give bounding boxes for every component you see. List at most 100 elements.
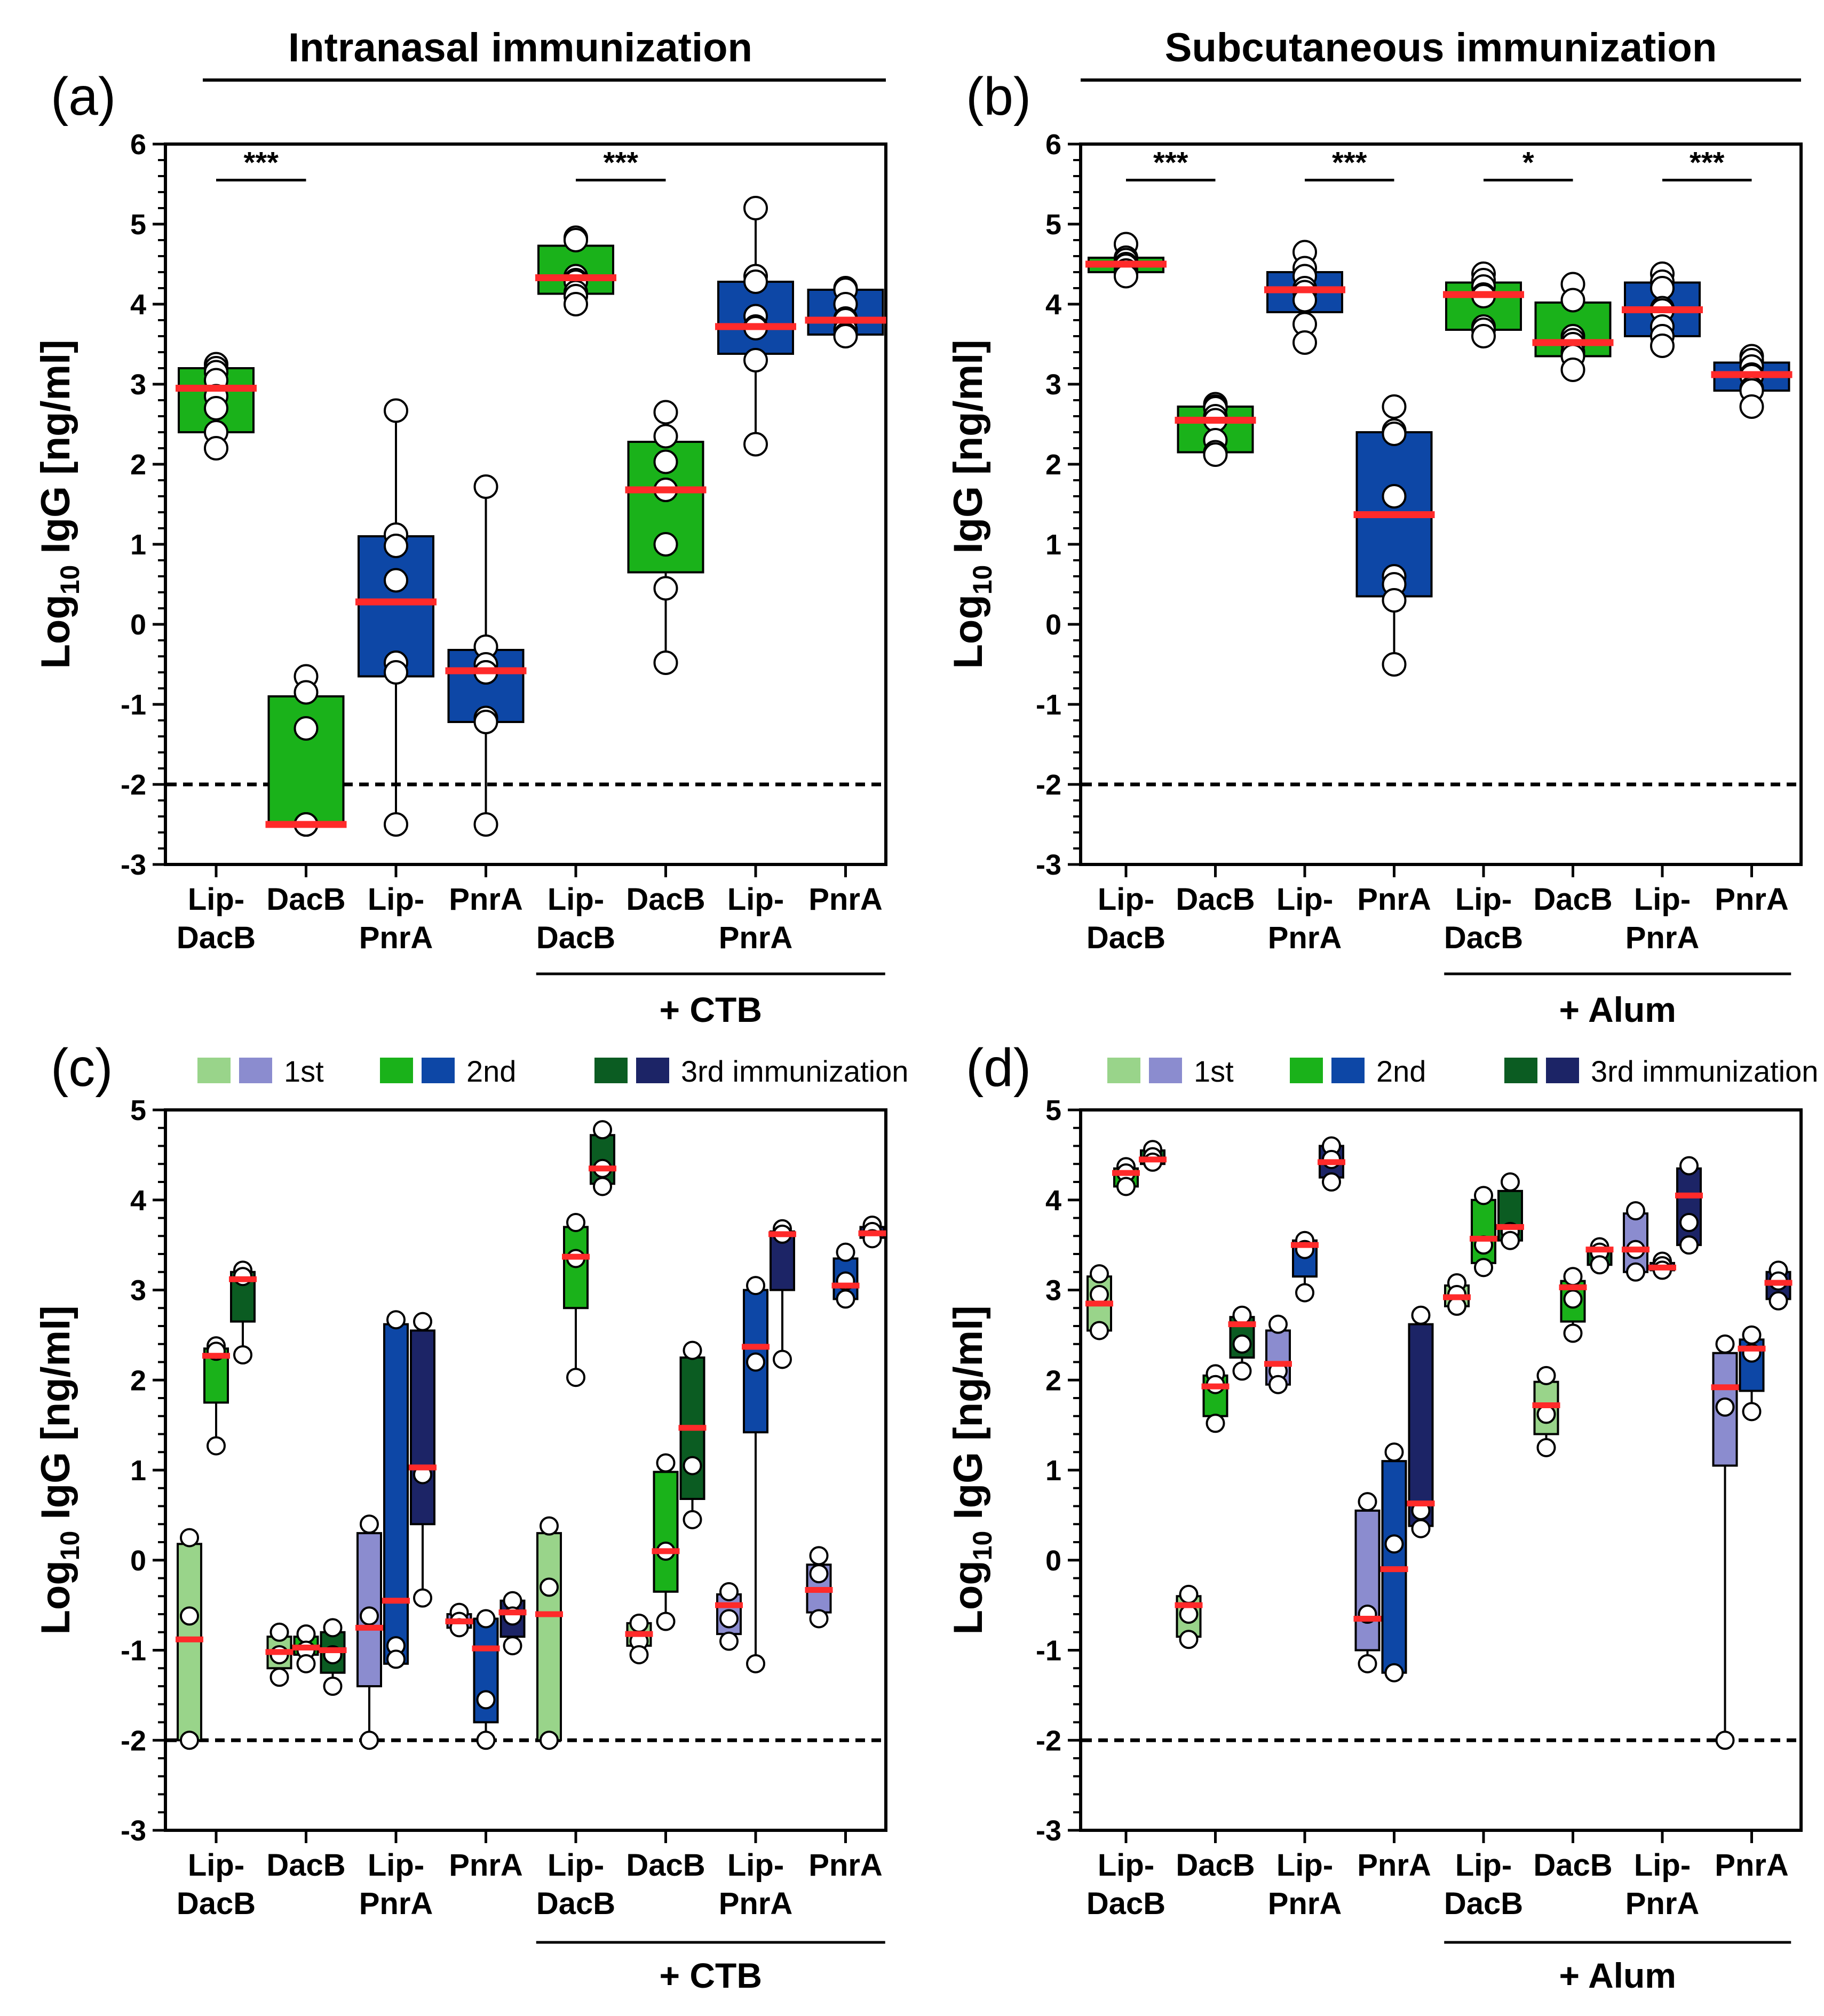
legend-swatch [1546, 1058, 1579, 1083]
data-point [1536, 1438, 1556, 1457]
box-group [176, 1528, 203, 1750]
y-tick-label: 5 [1045, 1094, 1061, 1126]
data-point [1384, 1534, 1404, 1554]
box-group [382, 1310, 410, 1669]
y-tick-label: 4 [130, 289, 146, 321]
data-point [1626, 1201, 1645, 1220]
box-group [1085, 1264, 1113, 1340]
box-body [1676, 1167, 1702, 1247]
box-group [1228, 1305, 1256, 1381]
group-bracket-label: + CTB [659, 990, 762, 1029]
legend-swatch [1331, 1058, 1365, 1083]
box-group [1112, 1157, 1140, 1196]
y-axis-label-units: IgG [ng/ml] [33, 1305, 78, 1530]
significance-label: *** [1690, 146, 1725, 179]
box-group [1738, 1325, 1766, 1422]
box-group [1264, 1314, 1292, 1394]
x-category-label: DacB [177, 1886, 256, 1921]
data-point [656, 1453, 676, 1473]
y-tick-label: 5 [130, 1094, 146, 1126]
y-tick-label: 2 [130, 1364, 146, 1396]
box-group [858, 1216, 886, 1249]
header-subcutaneous: Subcutaneous immunization [1165, 25, 1717, 70]
data-point [540, 1731, 559, 1750]
box-group [1139, 1140, 1167, 1172]
y-tick-label: -1 [121, 689, 146, 721]
legend-swatch [380, 1058, 413, 1083]
box-group [1496, 1172, 1524, 1250]
y-axis-label: Log10 IgG [ng/ml] [33, 339, 85, 669]
data-point [1232, 1305, 1252, 1325]
box-group [1585, 1237, 1614, 1275]
legend-swatch [239, 1058, 272, 1083]
y-axis-label: Log10 IgG [ng/ml] [946, 339, 997, 669]
data-point [1114, 264, 1138, 289]
box-group [498, 1591, 527, 1656]
data-point [476, 1609, 496, 1629]
x-category-label: Lip- [368, 882, 424, 917]
x-category-label: DacB [1087, 1886, 1165, 1921]
x-category-label: PnrA [359, 1886, 433, 1921]
box-group [1175, 1584, 1203, 1649]
data-point [180, 1731, 199, 1750]
y-axis-label: Log10 IgG [ng/ml] [946, 1305, 997, 1634]
legend-label: 1st [1194, 1054, 1234, 1088]
data-point [1411, 1519, 1431, 1538]
x-category-label: Lip- [727, 1848, 784, 1883]
x-category-label: PnrA [359, 920, 433, 955]
data-point [1679, 1235, 1699, 1255]
x-category-label: Lip- [1276, 882, 1333, 917]
data-point [746, 1654, 765, 1673]
plot-frame [1079, 142, 1803, 866]
y-tick-label: -1 [1036, 1635, 1061, 1667]
box-group [535, 1516, 563, 1750]
y-tick-label: 2 [1045, 449, 1061, 481]
data-point [204, 436, 228, 461]
box-group [1648, 1251, 1676, 1280]
x-category-label: Lip- [548, 1848, 604, 1883]
x-category-label: Lip- [188, 882, 244, 917]
data-point [180, 1606, 199, 1626]
data-point [653, 532, 678, 557]
group-bracket-label: + Alum [1559, 990, 1676, 1029]
data-point [1232, 1361, 1252, 1381]
y-tick-label: 1 [1045, 529, 1061, 561]
data-point [809, 1564, 829, 1584]
significance-label: *** [244, 146, 279, 179]
data-point [1536, 1366, 1556, 1385]
data-point [836, 1289, 855, 1309]
data-point [1090, 1264, 1109, 1284]
data-point [1536, 1404, 1556, 1424]
legend-label: 3rd immunization [681, 1054, 908, 1088]
data-point [593, 1177, 612, 1196]
box-group [265, 1622, 294, 1687]
data-point [384, 812, 408, 837]
data-point [719, 1582, 739, 1601]
data-point [269, 1668, 289, 1687]
box-group [831, 1242, 860, 1309]
data-point [384, 534, 408, 558]
box-group [1675, 1156, 1703, 1255]
data-point [296, 1654, 316, 1673]
box-group [742, 1276, 770, 1673]
legend: 1st 2nd 3rd immunization [197, 1054, 908, 1088]
box-group [562, 1212, 590, 1387]
y-axis-label-subscript: 10 [967, 565, 997, 595]
y-tick-label: 4 [1045, 1185, 1061, 1217]
y-tick-label: -3 [1036, 1815, 1061, 1847]
box-group [472, 1609, 500, 1750]
data-point [1650, 334, 1675, 358]
x-category-label: Lip- [188, 1848, 244, 1883]
data-point [564, 228, 588, 252]
x-category-label: PnrA [1268, 920, 1342, 955]
header-intranasal: Intranasal immunization [288, 25, 752, 70]
x-category-label: Lip- [727, 882, 784, 917]
data-point [593, 1120, 612, 1140]
y-tick-label: -2 [121, 769, 146, 801]
data-point [1384, 1442, 1404, 1462]
box-group [1532, 272, 1614, 382]
data-point [1742, 1325, 1762, 1345]
y-tick-label: 4 [130, 1185, 146, 1217]
box-group [1443, 261, 1524, 348]
